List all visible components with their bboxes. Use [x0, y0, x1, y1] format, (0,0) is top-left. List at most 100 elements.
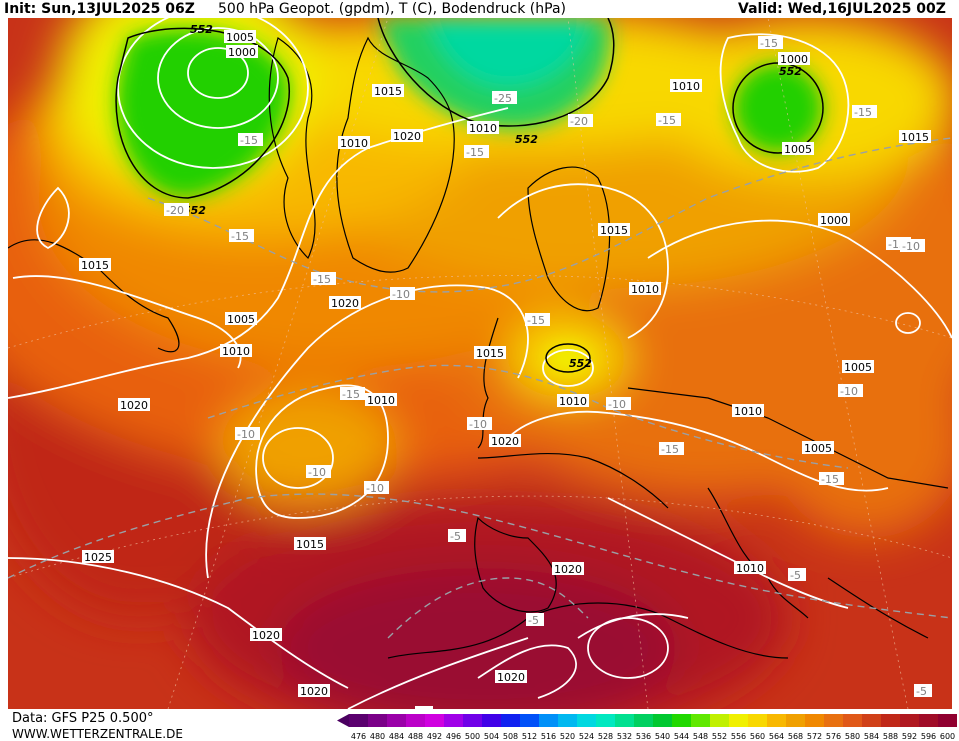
- isobar-label: 1020: [329, 296, 361, 310]
- colorbar-cell: [729, 714, 748, 727]
- weather-map: 1005 1000 1015 1010 1020 1010 1010 1000 1005 1015…: [8, 18, 952, 709]
- map-canvas: 1005 1000 1015 1010 1020 1010 1010 1000 1005 1015…: [8, 18, 952, 709]
- temperature-label: -10: [900, 239, 925, 253]
- isobar-label: 1020: [118, 398, 150, 412]
- colorbar-tick-label: 540: [655, 732, 670, 741]
- geopotential-label: 552: [569, 357, 592, 370]
- isobar-label: 1020: [250, 628, 282, 642]
- colorbar-tick-label: 580: [845, 732, 860, 741]
- colorbar-tick-label: 560: [750, 732, 765, 741]
- colorbar-tick-label: 528: [598, 732, 613, 741]
- temperature-label: -15: [656, 113, 681, 127]
- svg-text:1005: 1005: [227, 313, 255, 326]
- colorbar-cell: [805, 714, 824, 727]
- svg-text:-10: -10: [840, 385, 858, 398]
- data-source-label: Data: GFS P25 0.500°: [12, 711, 154, 726]
- temperature-label: -15: [852, 105, 877, 119]
- temperature-label: -15: [229, 229, 254, 243]
- colorbar-tick-label: 544: [674, 732, 689, 741]
- chart-footer: Data: GFS P25 0.500° WWW.WETTERZENTRALE.…: [0, 709, 959, 741]
- colorbar-tick-label: 568: [788, 732, 803, 741]
- colorbar-cell: [406, 714, 425, 727]
- colorbar-cell: [520, 714, 539, 727]
- init-time: Init: Sun,13JUL2025 06Z: [4, 1, 195, 17]
- temperature-label: -10: [306, 465, 331, 479]
- svg-text:1010: 1010: [367, 394, 395, 407]
- colorbar-cell: [558, 714, 577, 727]
- svg-text:-15: -15: [342, 388, 360, 401]
- colorbar-cell: [767, 714, 786, 727]
- temperature-label: -10: [467, 417, 492, 431]
- colorbar-cell: [824, 714, 843, 727]
- colorbar-tick-label: 508: [503, 732, 518, 741]
- svg-text:-10: -10: [608, 398, 626, 411]
- svg-text:1010: 1010: [340, 137, 368, 150]
- svg-text:1020: 1020: [393, 130, 421, 143]
- colorbar-cell: [843, 714, 862, 727]
- isobar-label: 1010: [467, 121, 499, 135]
- svg-text:-15: -15: [661, 443, 679, 456]
- colorbar-tick-label: 572: [807, 732, 822, 741]
- colorbar-tick-label: 500: [465, 732, 480, 741]
- svg-text:1005: 1005: [844, 361, 872, 374]
- isobar-label: 1000: [778, 52, 810, 66]
- svg-text:-15: -15: [313, 273, 331, 286]
- colorbar-cell: [900, 714, 919, 727]
- colorbar-tick-label: 484: [389, 732, 404, 741]
- svg-text:1010: 1010: [631, 283, 659, 296]
- colorbar-cell: [349, 714, 368, 727]
- colorbar-tick-label: 516: [541, 732, 556, 741]
- svg-text:-15: -15: [231, 230, 249, 243]
- svg-text:552: 552: [779, 65, 802, 78]
- isobar-label: 1000: [226, 45, 258, 59]
- svg-text:-15: -15: [658, 114, 676, 127]
- svg-text:-15: -15: [760, 37, 778, 50]
- colorbar-cell: [938, 714, 957, 727]
- temperature-label: -5: [788, 568, 806, 582]
- colorbar-cell: [634, 714, 653, 727]
- svg-text:-15: -15: [821, 473, 839, 486]
- geopotential-shading: [8, 18, 952, 709]
- isobar-label: 1010: [220, 344, 252, 358]
- isotherms: [8, 137, 952, 639]
- temperature-label: -15: [525, 313, 550, 327]
- isobars: [8, 18, 952, 709]
- colorbar-cell: [710, 714, 729, 727]
- svg-text:-10: -10: [308, 466, 326, 479]
- colorbar-tick-label: 588: [883, 732, 898, 741]
- svg-text:-20: -20: [570, 115, 588, 128]
- valid-time: Valid: Wed,16JUL2025 00Z: [738, 1, 946, 17]
- colorbar-cell: [539, 714, 558, 727]
- website-label: WWW.WETTERZENTRALE.DE: [12, 727, 183, 741]
- isobar-label: 1005: [842, 360, 874, 374]
- svg-text:1010: 1010: [559, 395, 587, 408]
- colorbar-tick-label: 476: [351, 732, 366, 741]
- colorbar-cell: [387, 714, 406, 727]
- isobar-label: 1015: [899, 130, 931, 144]
- svg-text:-15: -15: [527, 314, 545, 327]
- temperature-label: -15: [311, 272, 336, 286]
- isobar-label: 1005: [802, 441, 834, 455]
- isobar-label: 1020: [391, 129, 423, 143]
- temperature-label: -10: [390, 287, 415, 301]
- isobar-label: 1005: [225, 312, 257, 326]
- isobar-label: 1015: [79, 258, 111, 272]
- temperature-label: -25: [492, 91, 517, 105]
- colorbar-tick-label: 532: [617, 732, 632, 741]
- temperature-label: -15: [238, 133, 263, 147]
- svg-text:-15: -15: [854, 106, 872, 119]
- colorbar-cell: [881, 714, 900, 727]
- svg-text:1000: 1000: [820, 214, 848, 227]
- svg-text:-10: -10: [392, 288, 410, 301]
- isobar-label: 1010: [365, 393, 397, 407]
- colorbar-tick-label: 480: [370, 732, 385, 741]
- svg-text:1010: 1010: [469, 122, 497, 135]
- svg-text:1020: 1020: [331, 297, 359, 310]
- colorbar-cell: [672, 714, 691, 727]
- temperature-label: -15: [464, 145, 489, 159]
- svg-text:1020: 1020: [252, 629, 280, 642]
- temperature-label: -5: [415, 706, 433, 709]
- colorbar-tick-label: 504: [484, 732, 499, 741]
- colorbar-tick-label: 592: [902, 732, 917, 741]
- temperature-label: -5: [526, 613, 544, 627]
